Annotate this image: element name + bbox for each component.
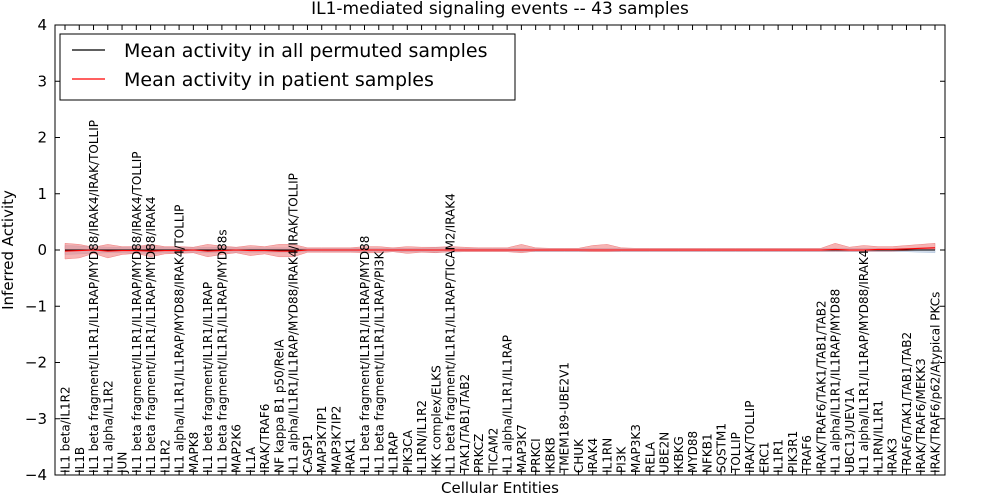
- y-axis: −4 −3 −2 −1 0 1 2 3 4: [25, 16, 945, 484]
- x-tick-label: MAP3K7IP1: [315, 406, 329, 473]
- x-tick-label: IL1 alpha/IL1R1/IL1RAP/MYD88/IRAK4/IRAK/…: [287, 173, 301, 473]
- x-tick-label: IL1R1: [772, 439, 786, 473]
- y-tick-label: 1: [37, 185, 47, 203]
- confidence-bands: [64, 243, 936, 260]
- x-tick-label: IL1 alpha/IL1R1/IL1RAP/MYD88: [829, 289, 843, 473]
- x-tick-label: IL1B: [73, 447, 87, 473]
- x-tick-label: NFKB1: [700, 433, 714, 473]
- chart-title: IL1-mediated signaling events -- 43 samp…: [311, 0, 689, 19]
- series-lines: [64, 247, 936, 252]
- x-tick-label: RELA: [643, 441, 657, 473]
- x-tick-label: IRAK/TRAF6/MEKK3: [914, 358, 928, 473]
- x-tick-label: PRKCZ: [472, 434, 486, 473]
- x-tick-label: IRAK/TRAF6: [258, 404, 272, 473]
- x-tick-label: IRAK1: [344, 438, 358, 473]
- line-patient: [64, 247, 936, 252]
- x-tick-label: SQSTM1: [715, 423, 729, 473]
- legend: Mean activity in all permuted samples Me…: [59, 33, 516, 101]
- x-tick-label: TRAF6: [800, 435, 814, 474]
- legend-box: [59, 33, 516, 101]
- x-tick-label: TAK1/TAB1/TAB2: [458, 374, 472, 474]
- x-tick-label: IRAK/TRAF6/TAK1/TAB1/TAB2: [814, 300, 828, 473]
- x-tick-label: IL1 alpha/IL1R1/IL1RAP/MYD88/IRAK4/TOLLI…: [173, 205, 187, 473]
- x-tick-label: IL1R2: [158, 439, 172, 473]
- x-tick-label: IKK complex/ELKS: [429, 365, 443, 473]
- x-tick-label: PIK3CA: [401, 429, 415, 473]
- y-axis-label: Inferred Activity: [0, 190, 17, 310]
- x-tick-label: IL1 beta fragment/IL1R1/IL1RAP/MYD88/IRA…: [130, 152, 144, 473]
- x-tick-label: PI3K: [615, 446, 629, 473]
- x-tick-label: PIK3R1: [786, 431, 800, 473]
- x-tick-label: IL1 beta fragment/IL1R1/IL1RAP/PI3K: [372, 250, 386, 473]
- y-tick-label: −2: [25, 354, 47, 372]
- x-tick-label: TOLLIP: [729, 432, 743, 474]
- x-tick-label: IL1RN/IL1R1: [872, 400, 886, 473]
- x-tick-label: MYD88: [686, 431, 700, 473]
- legend-label-patient: Mean activity in patient samples: [124, 69, 434, 91]
- x-tick-label: IL1RAP: [387, 432, 401, 473]
- x-tick-label: UBE2N: [658, 432, 672, 473]
- x-tick-label: MAP3K7IP2: [330, 406, 344, 473]
- band-patient: [64, 243, 936, 260]
- x-tick-label: IRAK4: [586, 438, 600, 473]
- x-tick-label: IL1 beta fragment/IL1R1/IL1RAP/MYD88/IRA…: [144, 196, 158, 473]
- y-tick-label: −1: [25, 297, 47, 315]
- x-tick-label: MAP2K6: [230, 424, 244, 473]
- x-tick-label: IL1A: [244, 446, 258, 473]
- x-tick-label: IL1 beta/IL1R2: [59, 386, 73, 473]
- x-tick-label: CHUK: [572, 438, 586, 473]
- x-tick-label: IRAK/TRAF6/p62/Atypical PKCs: [929, 292, 943, 473]
- x-tick-label: IL1 beta fragment/IL1R1/IL1RAP/TICAM2/IR…: [444, 193, 458, 473]
- x-tick-label: TRAF6/TAK1/TAB1/TAB2: [900, 332, 914, 474]
- x-tick-label: TMEM189-UBE2V1: [558, 362, 572, 474]
- legend-label-permuted: Mean activity in all permuted samples: [124, 40, 487, 62]
- y-tick-label: −4: [25, 466, 47, 484]
- x-tick-label: MAP3K7: [515, 424, 529, 473]
- x-axis: IL1 beta/IL1R2 IL1B IL1 beta fragment/IL1R…: [59, 25, 943, 475]
- x-tick-label: IKBKG: [672, 436, 686, 473]
- x-tick-label: IL1 alpha/IL1R2: [101, 380, 115, 473]
- x-tick-label: ERC1: [757, 442, 771, 473]
- y-tick-label: −3: [25, 410, 47, 428]
- y-tick-label: 0: [37, 241, 47, 259]
- x-tick-label: IL1RN/IL1R2: [415, 400, 429, 473]
- x-tick-label: IRAK3: [886, 438, 900, 473]
- x-tick-label: IRAK/TOLLIP: [743, 401, 757, 473]
- x-tick-label: UBC13/UEV1A: [843, 387, 857, 473]
- x-tick-label: IL1 beta fragment/IL1R1/IL1RAP/MYD88/IRA…: [87, 120, 101, 473]
- x-tick-label: IL1 beta fragment/IL1R1/IL1RAP/MYD88s: [215, 229, 229, 473]
- x-tick-label: NF kappa B1 p50/RelA: [272, 339, 286, 473]
- x-tick-label: IKBKB: [543, 437, 557, 473]
- y-tick-label: 2: [37, 129, 47, 147]
- x-tick-label: IL1RN: [601, 438, 615, 473]
- x-tick-label: IL1 alpha/IL1R1/IL1RAP: [501, 335, 515, 473]
- x-tick-label: IL1 beta fragment/IL1R1/IL1RAP: [201, 282, 215, 473]
- y-tick-label: 4: [37, 16, 47, 34]
- x-tick-label: MAPK8: [187, 432, 201, 473]
- x-tick-label: IL1 alpha/IL1R1/IL1RAP/MYD88/IRAK4: [857, 250, 871, 473]
- x-tick-label: CASP1: [301, 434, 315, 473]
- x-tick-label: MAP3K3: [629, 424, 643, 473]
- y-tick-label: 3: [37, 72, 47, 90]
- x-axis-label: Cellular Entities: [441, 479, 559, 497]
- x-tick-label: PRKCI: [529, 438, 543, 473]
- x-tick-label: JUN: [116, 452, 130, 474]
- x-tick-label: IL1 beta fragment/IL1R1/IL1RAP/MYD88: [358, 236, 372, 473]
- x-tick-label: TICAM2: [486, 428, 500, 474]
